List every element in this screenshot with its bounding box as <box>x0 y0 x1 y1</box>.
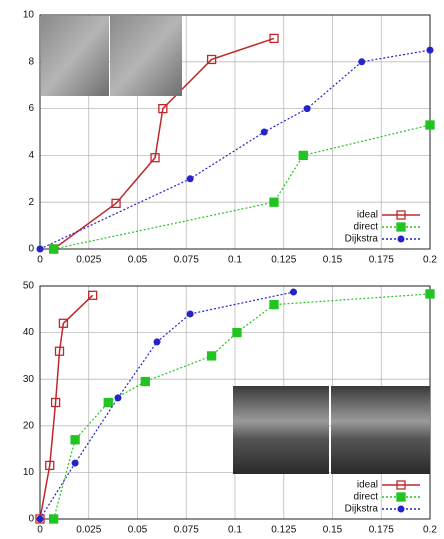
y-tick-label: 40 <box>23 327 35 338</box>
marker <box>50 397 61 408</box>
marker <box>269 197 279 207</box>
marker <box>36 515 44 523</box>
marker <box>153 338 161 346</box>
inset-bottom <box>233 386 430 474</box>
y-tick-label: 6 <box>28 103 34 114</box>
marker <box>150 153 160 163</box>
legend-marker <box>396 210 406 220</box>
series-line <box>39 291 294 520</box>
marker <box>114 394 122 402</box>
marker <box>70 435 80 445</box>
marker <box>111 198 121 209</box>
marker <box>49 244 59 254</box>
inset-image <box>41 16 109 96</box>
x-tick-label: 0.025 <box>76 255 101 266</box>
marker <box>358 58 366 66</box>
marker <box>269 33 279 44</box>
marker <box>71 459 79 467</box>
legend-marker <box>396 480 406 490</box>
x-tick-label: 0.175 <box>369 525 394 534</box>
y-tick-label: 4 <box>28 150 34 161</box>
plot-frame <box>39 14 431 250</box>
legend-label: direct <box>354 222 379 233</box>
series-line <box>39 294 94 520</box>
x-tick-label: 0.025 <box>76 525 101 534</box>
x-tick-label: 0.1 <box>228 525 242 534</box>
marker <box>290 288 297 296</box>
marker <box>426 46 434 54</box>
series-line <box>53 37 275 250</box>
legend-marker <box>396 492 406 502</box>
legend-label: ideal <box>357 480 378 491</box>
y-tick-label: 0 <box>28 514 34 525</box>
marker <box>158 103 168 114</box>
x-tick-label: 0 <box>37 525 43 534</box>
x-tick-label: 0.2 <box>423 255 437 266</box>
marker <box>186 175 194 183</box>
y-tick-label: 2 <box>28 197 34 208</box>
y-tick-label: 20 <box>23 420 35 431</box>
x-tick-label: 0.125 <box>271 255 296 266</box>
marker <box>206 54 217 65</box>
x-tick-label: 0.125 <box>271 525 296 534</box>
x-tick-label: 0.05 <box>128 525 148 534</box>
marker <box>88 290 98 300</box>
marker <box>58 318 69 328</box>
y-tick-label: 30 <box>23 374 35 385</box>
x-tick-label: 0.2 <box>423 525 437 534</box>
x-tick-label: 0.075 <box>174 255 199 266</box>
inset-image <box>331 386 430 474</box>
x-tick-label: 0 <box>37 255 43 266</box>
marker <box>35 514 45 524</box>
y-tick-label: 8 <box>28 56 34 67</box>
legend-marker <box>397 235 405 243</box>
legend-marker <box>397 505 405 513</box>
legend-label: ideal <box>357 210 378 221</box>
inset-image <box>110 16 182 96</box>
marker <box>54 346 65 356</box>
marker <box>303 105 311 113</box>
plots: 0 0.025 0.05 0.075 0.1 0.125 0.15 0.175 0.2 0 2 4 6 8… <box>23 10 438 536</box>
marker <box>206 351 217 361</box>
marker <box>186 310 194 318</box>
x-tick-label: 0.15 <box>323 255 343 266</box>
x-tick-label: 0.1 <box>228 255 242 266</box>
marker <box>49 514 59 524</box>
legend-label: Dijkstra <box>345 504 379 515</box>
legend-marker <box>396 222 406 232</box>
marker <box>45 460 55 471</box>
marker <box>140 376 150 387</box>
marker <box>36 245 44 253</box>
series-line <box>53 124 431 250</box>
marker <box>232 327 242 338</box>
marker <box>260 128 268 136</box>
y-tick-label: 10 <box>23 467 35 478</box>
marker <box>425 120 435 130</box>
x-tick-label: 0.05 <box>128 255 148 266</box>
x-tick-label: 0.075 <box>174 525 199 534</box>
marker <box>103 397 113 408</box>
legend-label: direct <box>354 492 379 503</box>
y-tick-label: 0 <box>28 244 34 255</box>
marker <box>425 289 435 299</box>
inset-top <box>41 16 182 96</box>
marker <box>298 150 308 161</box>
x-tick-label: 0.175 <box>369 255 394 266</box>
marker <box>269 299 279 310</box>
legend-label: Dijkstra <box>345 234 379 245</box>
x-tick-label: 0.15 <box>323 525 343 534</box>
y-tick-label: 50 <box>23 281 35 292</box>
series-line <box>39 49 431 250</box>
inset-image <box>233 386 329 474</box>
y-tick-label: 10 <box>23 10 35 21</box>
